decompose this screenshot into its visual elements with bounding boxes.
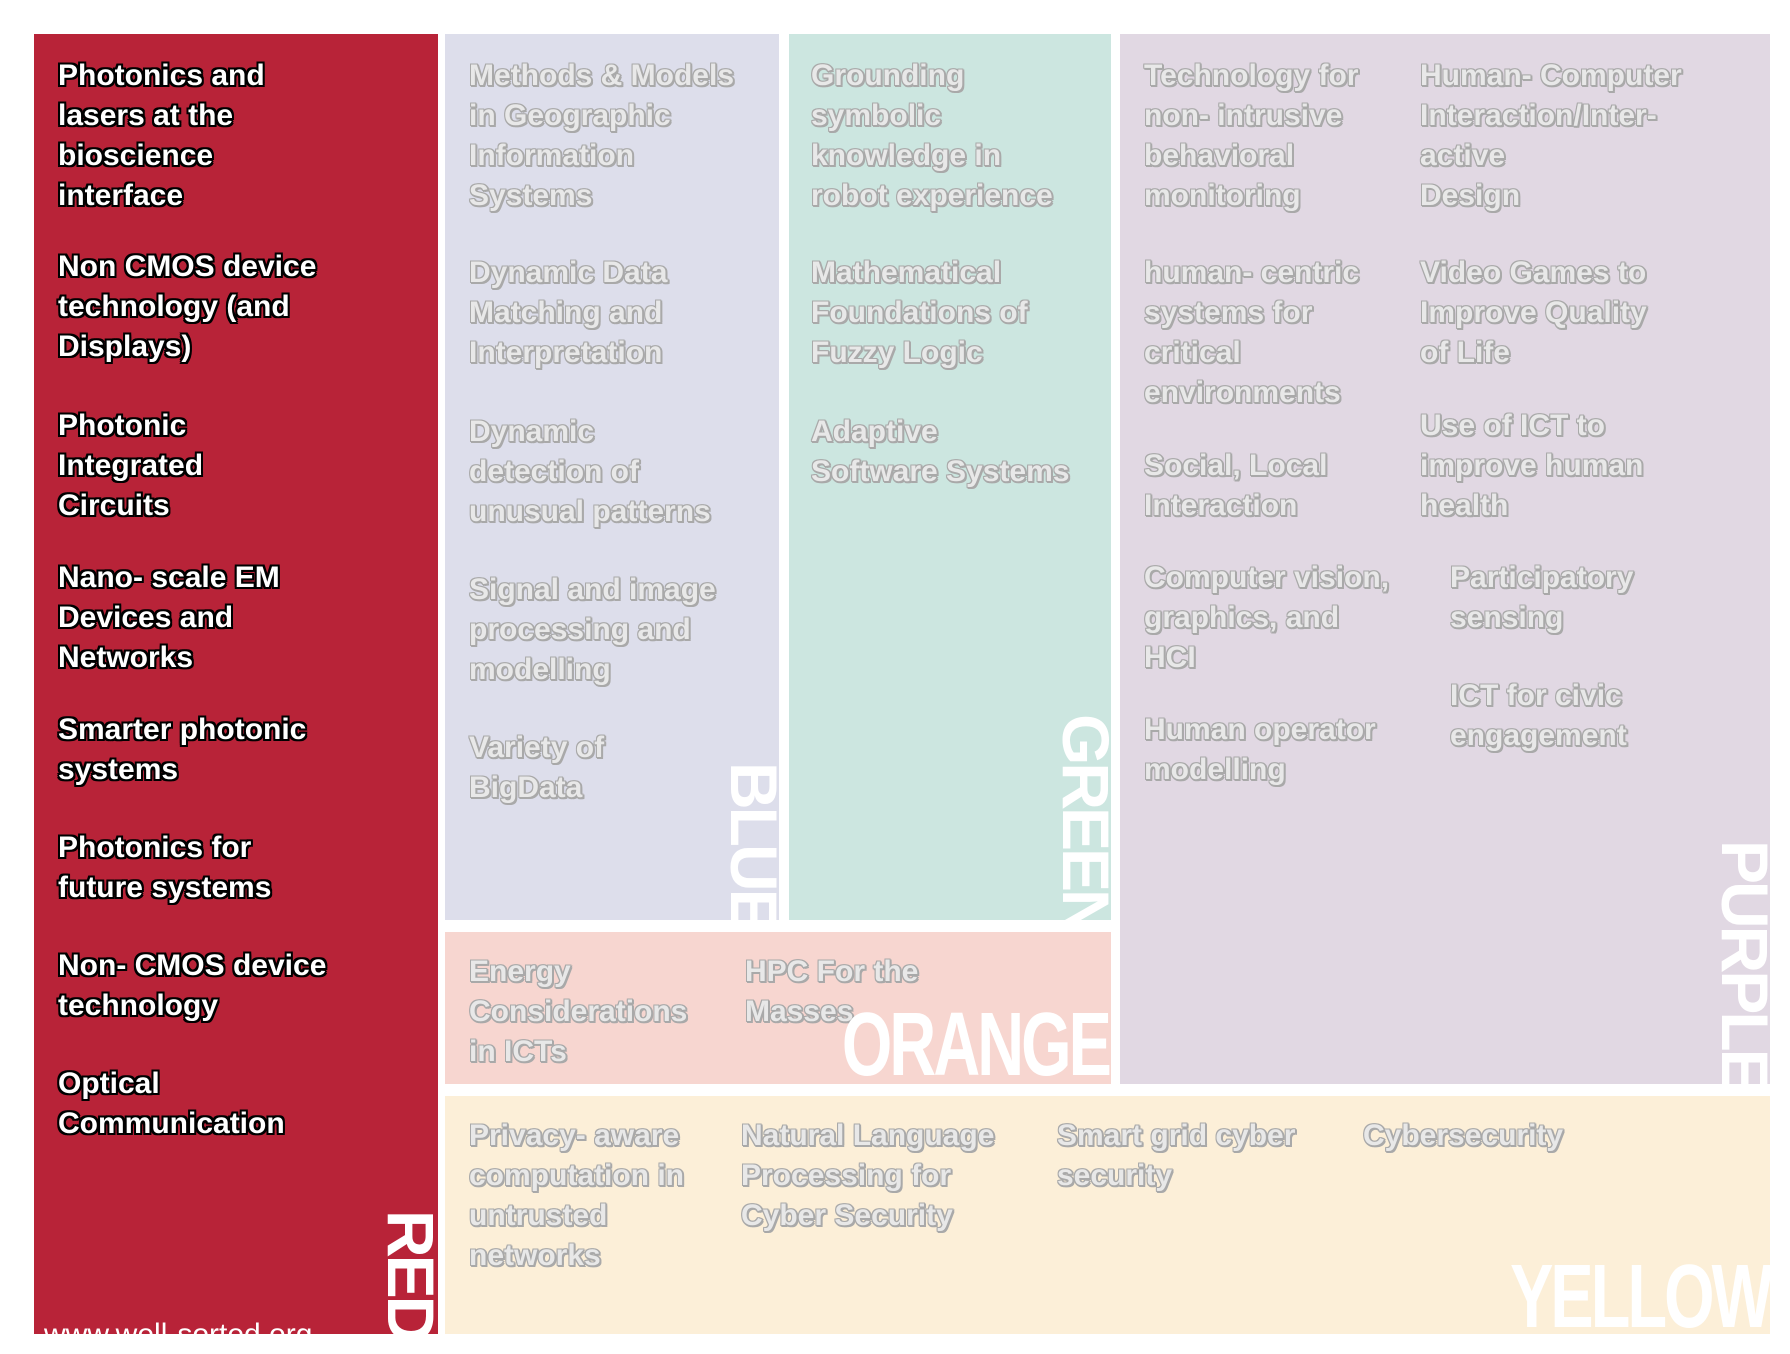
blue-group-panel: Methods & Models in Geographic Informati… (445, 34, 779, 920)
footer-url: www.well-sorted.org (44, 1318, 312, 1334)
purple-item: human- centric systems for critical envi… (1144, 256, 1360, 409)
purple-group-label: PURPLE (1708, 840, 1770, 1084)
purple-item: Social, Local Interaction (1144, 449, 1328, 522)
red-item: Nano- scale EM Devices and Networks (58, 561, 280, 674)
purple-item: Computer vision, graphics, and HCI (1144, 561, 1390, 674)
blue-group-label: BLUE (717, 762, 779, 920)
yellow-item: Privacy- aware computation in untrusted … (469, 1119, 684, 1272)
yellow-item: Cybersecurity (1363, 1119, 1564, 1152)
purple-item: Human operator modelling (1144, 713, 1376, 786)
green-item: Mathematical Foundations of Fuzzy Logic (811, 256, 1028, 369)
red-item: Smarter photonic systems (58, 713, 307, 786)
red-item: Photonics for future systems (58, 831, 272, 904)
red-item: Photonic Integrated Circuits (58, 409, 204, 522)
yellow-group-label: YELLOW (1510, 1247, 1770, 1334)
red-item: Optical Communication (58, 1067, 285, 1140)
purple-item: Participatory sensing (1450, 561, 1634, 634)
orange-group-panel: Energy Considerations in ICTs HPC For th… (445, 932, 1111, 1084)
green-item: Grounding symbolic knowledge in robot ex… (811, 59, 1053, 212)
purple-group-panel: Technology for non- intrusive behavioral… (1120, 34, 1770, 1084)
purple-item: ICT for civic engagement (1450, 679, 1627, 752)
red-item: Photonics and lasers at the bioscience i… (58, 59, 265, 212)
orange-item: HPC For the Masses (745, 955, 919, 1028)
yellow-item: Natural Language Processing for Cyber Se… (741, 1119, 995, 1232)
orange-group-label: ORANGE (841, 995, 1111, 1084)
blue-item: Variety of BigData (469, 731, 605, 804)
green-group-panel: Grounding symbolic knowledge in robot ex… (789, 34, 1111, 920)
yellow-item: Smart grid cyber security (1057, 1119, 1296, 1192)
red-item: Non CMOS device technology (and Displays… (58, 250, 317, 363)
green-group-label: GREEN (1049, 714, 1111, 920)
yellow-group-panel: Privacy- aware computation in untrusted … (445, 1096, 1770, 1334)
purple-item: Use of ICT to improve human health (1420, 409, 1644, 522)
blue-item: Methods & Models in Geographic Informati… (469, 59, 735, 212)
green-item: Adaptive Software Systems (811, 415, 1070, 488)
purple-item: Technology for non- intrusive behavioral… (1144, 59, 1359, 212)
red-group-panel: Photonics and lasers at the bioscience i… (34, 34, 438, 1334)
red-group-label: RED (374, 1210, 438, 1334)
purple-item: Video Games to Improve Quality of Life (1420, 256, 1647, 369)
red-item: Non- CMOS device technology (58, 949, 327, 1022)
blue-item: Dynamic Data Matching and Interpretation (469, 256, 668, 369)
purple-item: Human- Computer Interaction/Inter- activ… (1420, 59, 1682, 212)
blue-item: Signal and image processing and modellin… (469, 573, 716, 686)
orange-item: Energy Considerations in ICTs (469, 955, 688, 1068)
blue-item: Dynamic detection of unusual patterns (469, 415, 711, 528)
